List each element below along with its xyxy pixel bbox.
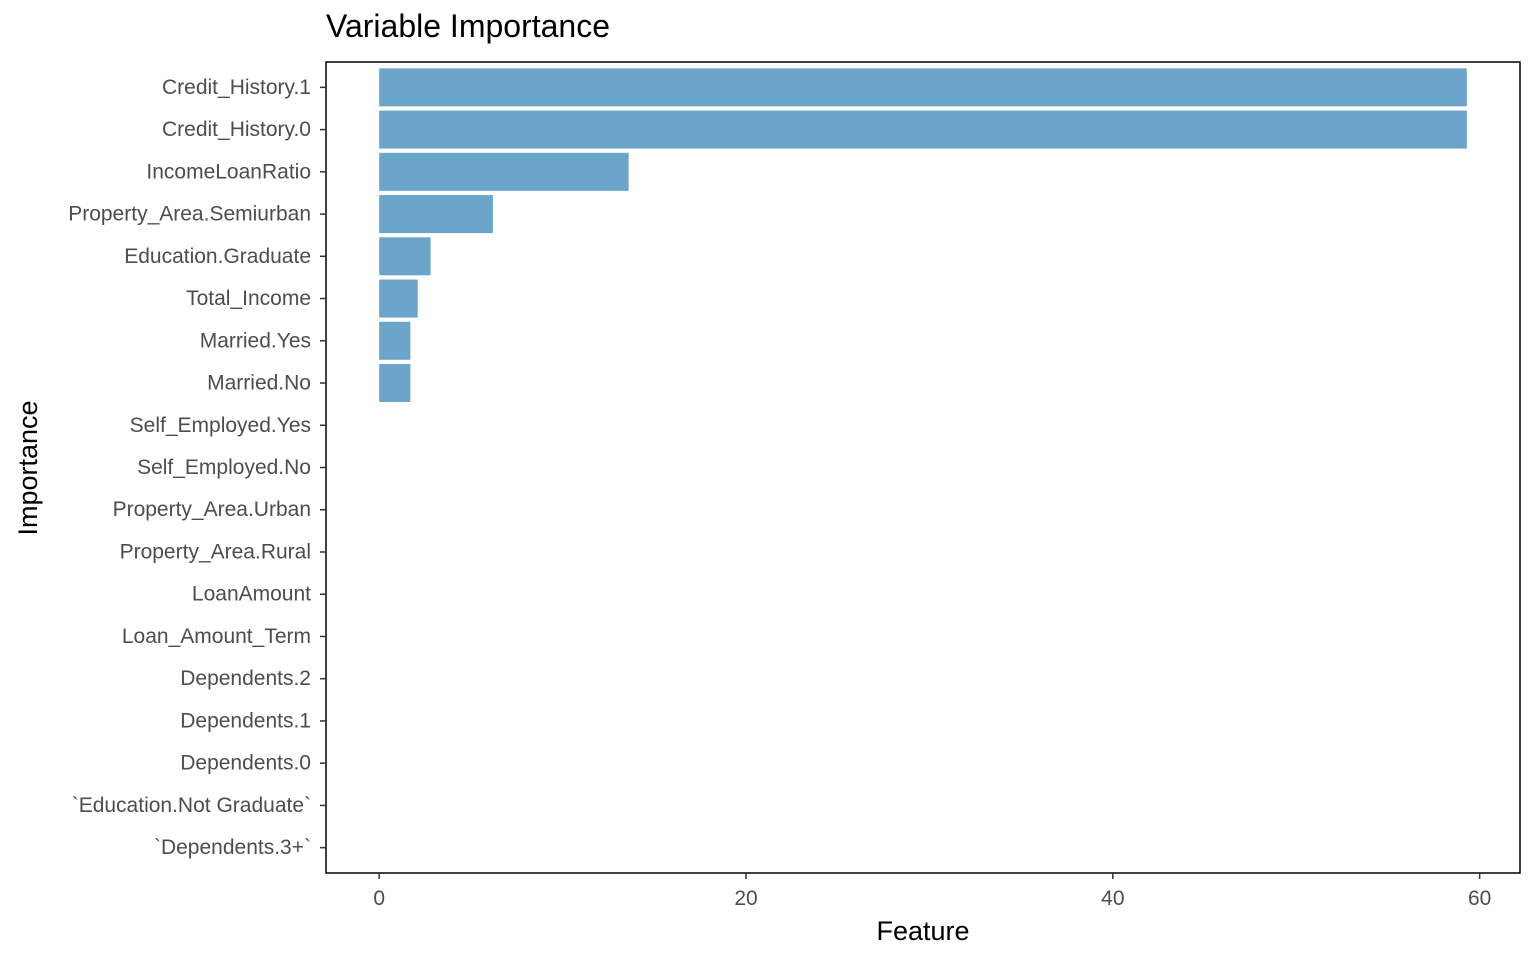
bar <box>379 364 411 403</box>
x-tick-label: 40 <box>1101 887 1124 910</box>
bar <box>379 321 411 360</box>
y-axis-title: Importance <box>13 400 43 535</box>
y-tick-label: Self_Employed.Yes <box>130 414 311 437</box>
y-tick-label: `Education.Not Graduate` <box>72 794 311 817</box>
y-tick-label: Self_Employed.No <box>137 456 311 479</box>
bars-group <box>379 68 1467 403</box>
x-axis: 0 20 40 60 <box>373 873 1491 910</box>
y-tick-label: Total_Income <box>186 287 311 310</box>
y-tick-label: Education.Graduate <box>124 245 311 268</box>
bar <box>379 152 629 191</box>
y-tick-label: `Dependents.3+` <box>154 836 311 859</box>
bar <box>379 68 1467 107</box>
x-tick-label: 0 <box>373 887 385 910</box>
y-tick-label: Property_Area.Urban <box>113 498 311 521</box>
bar <box>379 237 431 276</box>
x-tick-label: 60 <box>1468 887 1491 910</box>
y-tick-label: Dependents.0 <box>180 752 311 775</box>
bar <box>379 110 1467 149</box>
y-tick-label: LoanAmount <box>192 583 311 606</box>
y-tick-label: IncomeLoanRatio <box>146 160 311 183</box>
y-tick-label: Credit_History.0 <box>162 118 311 141</box>
y-tick-label: Property_Area.Rural <box>120 540 311 563</box>
bar <box>379 279 418 318</box>
y-tick-label: Dependents.2 <box>180 667 311 690</box>
plot-panel <box>325 61 1521 874</box>
y-tick-label: Loan_Amount_Term <box>122 625 311 648</box>
y-tick-label: Married.Yes <box>200 329 311 352</box>
x-axis-title: Feature <box>876 916 969 946</box>
y-tick-label: Married.No <box>207 372 311 395</box>
y-tick-label: Property_Area.Semiurban <box>68 203 311 226</box>
y-tick-label: Dependents.1 <box>180 709 311 732</box>
chart-title: Variable Importance <box>326 8 610 44</box>
y-axis: Credit_History.1 Credit_History.0 IncomeLo… <box>68 76 326 859</box>
x-tick-label: 20 <box>734 887 757 910</box>
y-tick-label: Credit_History.1 <box>162 76 311 99</box>
bar <box>379 195 493 234</box>
